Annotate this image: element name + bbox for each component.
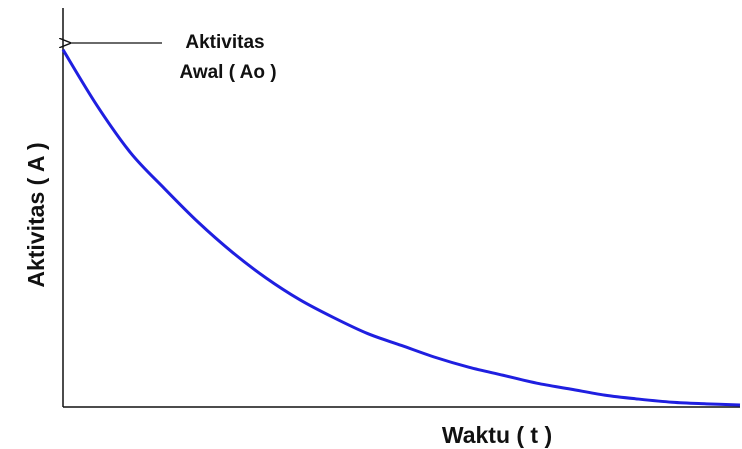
x-axis-label: Waktu ( t ) xyxy=(442,422,552,448)
annotation-line: Aktivitas xyxy=(185,32,264,53)
annotation-line: Awal ( Ao ) xyxy=(179,62,276,83)
y-axis-label: Aktivitas ( A ) xyxy=(23,142,49,287)
data-line xyxy=(61,48,741,407)
